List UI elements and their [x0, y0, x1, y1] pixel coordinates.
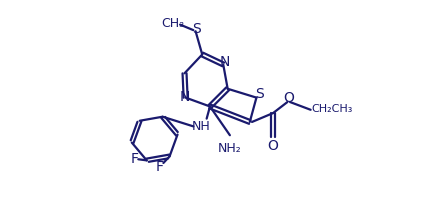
Text: CH₃: CH₃: [160, 17, 184, 30]
Text: N: N: [218, 55, 229, 69]
Text: S: S: [255, 87, 264, 101]
Text: CH₂CH₃: CH₂CH₃: [311, 104, 352, 114]
Text: F: F: [155, 160, 163, 174]
Text: N: N: [179, 90, 189, 103]
Text: NH₂: NH₂: [218, 142, 241, 155]
Text: NH: NH: [191, 120, 210, 133]
Text: S: S: [192, 22, 201, 37]
Text: O: O: [267, 139, 278, 153]
Text: O: O: [283, 91, 293, 105]
Text: F: F: [130, 152, 138, 166]
